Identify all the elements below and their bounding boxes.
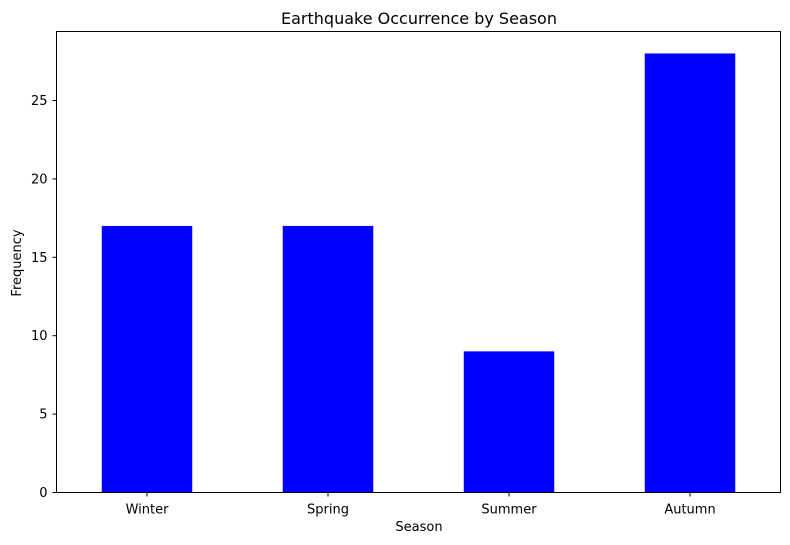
y-tick-label: 0 xyxy=(39,486,47,501)
plot-area-frame xyxy=(56,31,781,493)
y-tick-label: 15 xyxy=(31,251,48,266)
bar-winter xyxy=(101,225,193,493)
bar-spring xyxy=(282,225,374,493)
bar-autumn xyxy=(644,53,736,493)
y-tick-label: 25 xyxy=(31,94,48,109)
x-axis-label: Season xyxy=(395,520,442,535)
x-tick-label: Winter xyxy=(126,503,170,518)
y-axis-ticks: 0 5 10 15 20 25 xyxy=(31,94,57,501)
bars-layer xyxy=(101,53,736,493)
x-axis-ticks: Winter Spring Summer Autumn xyxy=(126,492,716,518)
bar-summer xyxy=(463,351,555,493)
chart-title: Earthquake Occurrence by Season xyxy=(281,9,557,28)
y-tick-label: 5 xyxy=(39,408,47,423)
y-tick-label: 20 xyxy=(31,172,48,187)
x-tick-label: Summer xyxy=(481,503,537,518)
x-tick-label: Spring xyxy=(307,503,349,518)
x-tick-label: Autumn xyxy=(664,503,715,518)
y-axis-label: Frequency xyxy=(10,229,25,296)
y-tick-label: 10 xyxy=(31,329,48,344)
